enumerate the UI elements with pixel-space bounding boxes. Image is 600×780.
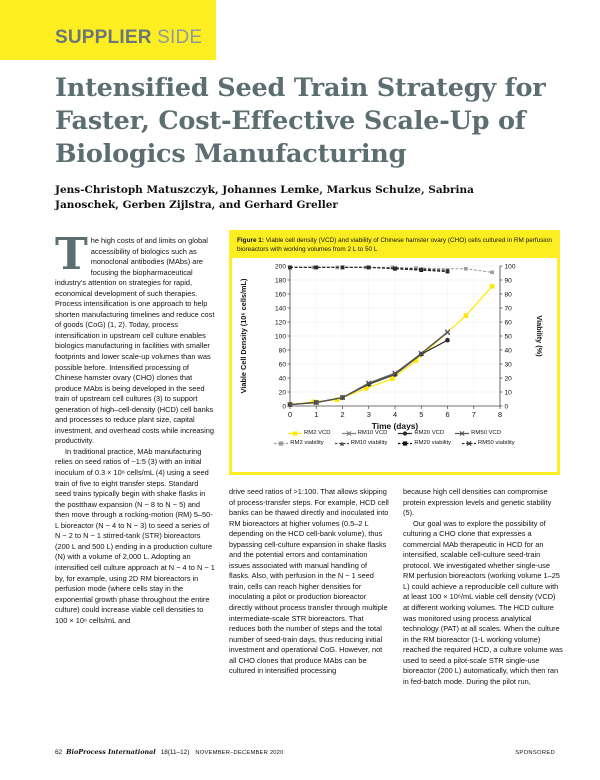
issue-date: NOVEMBER–DECEMBER 2020 (195, 750, 284, 756)
paragraph-text: In traditional practice, MAb manufacturi… (55, 446, 215, 625)
svg-text:80: 80 (279, 347, 287, 354)
legend-swatch-icon (398, 441, 413, 446)
figure-caption: Figure 1: Viable cell density (VCD) and … (232, 233, 557, 258)
svg-text:0: 0 (282, 403, 286, 410)
svg-text:10: 10 (505, 389, 513, 396)
svg-text:2: 2 (340, 410, 344, 419)
paragraph: In traditional practice, MAb manufacturi… (55, 447, 215, 626)
svg-text:80: 80 (505, 291, 513, 298)
legend-label: RM10 VCD (357, 430, 388, 436)
paragraph-text: he high costs of and limits on global ac… (55, 236, 215, 446)
svg-text:40: 40 (505, 347, 513, 354)
paragraph-text: drive seed ratios of >1:100. That allows… (229, 487, 389, 676)
svg-text:90: 90 (505, 277, 513, 284)
legend-item: RM50 viability (462, 439, 515, 448)
svg-text:6: 6 (445, 410, 449, 419)
chart-legend: RM2 VCD RM10 VCD RM20 VCD RM50 VCD RM2 viab… (232, 428, 557, 448)
svg-text:Viability (%): Viability (%) (535, 315, 544, 357)
svg-text:0: 0 (505, 403, 509, 410)
svg-text:Viable Cell Density (10⁶ cells: Viable Cell Density (10⁶ cells/mL) (239, 278, 248, 393)
legend-item: RM50 VCD (455, 429, 501, 438)
svg-text:7: 7 (472, 410, 476, 419)
legend-swatch-icon (288, 431, 303, 436)
legend-swatch-icon (455, 431, 470, 436)
legend-label: RM2 viability (290, 440, 324, 446)
svg-text:0: 0 (288, 410, 292, 419)
legend-swatch-icon (398, 431, 413, 436)
svg-text:8: 8 (498, 410, 502, 419)
legend-label: RM20 viability (414, 440, 452, 446)
chart-area: 0 20 40 60 80 100 120 140 160 180 200 0 10 20 30 40 50 60… (232, 258, 557, 451)
svg-text:60: 60 (279, 361, 287, 368)
svg-text:200: 200 (275, 263, 286, 270)
paragraph: Our goal was to explore the possibility … (403, 519, 563, 688)
figure-caption-text: Viable cell density (VCD) and viability … (237, 237, 552, 253)
svg-text:120: 120 (275, 319, 286, 326)
kicker-label: SUPPLIER SIDE (55, 27, 202, 49)
body-column-2: drive seed ratios of >1:100. That allows… (229, 487, 389, 677)
legend-item: RM10 VCD (341, 429, 388, 438)
svg-text:140: 140 (275, 305, 286, 312)
sponsored-label: SPONSORED (515, 750, 555, 756)
legend-swatch-icon (462, 441, 477, 446)
body-column-3: because high cell densities can compromi… (403, 487, 563, 687)
line-chart: 0204060801001201401601802000102030405060… (239, 263, 544, 431)
legend-label: RM20 VCD (414, 430, 445, 436)
figure-label: Figure 1: (237, 237, 264, 244)
paragraph: because high cell densities can compromi… (403, 487, 563, 519)
legend-label: RM50 VCD (471, 430, 501, 436)
svg-text:60: 60 (505, 319, 513, 326)
svg-text:20: 20 (505, 375, 513, 382)
kicker-light: SIDE (151, 27, 203, 48)
legend-item: RM2 VCD (288, 429, 331, 438)
page-title: Intensified Seed Train Strategy for Fast… (55, 73, 546, 169)
legend-swatch-icon (334, 441, 349, 446)
svg-text:100: 100 (275, 333, 286, 340)
legend-label: RM10 viability (350, 440, 388, 446)
svg-text:Time (days): Time (days) (372, 421, 419, 431)
paragraph-text: Our goal was to explore the possibility … (403, 518, 563, 686)
author-list: Jens-Christoph Matuszczyk, Johannes Lemk… (55, 184, 474, 211)
legend-label: RM50 viability (478, 440, 515, 446)
legend-label: RM2 VCD (304, 430, 331, 436)
svg-text:40: 40 (279, 375, 287, 382)
svg-text:70: 70 (505, 305, 513, 312)
svg-text:160: 160 (275, 291, 286, 298)
page-footer: 62 BioProcess International 18(11–12) NO… (55, 748, 555, 756)
legend-row-viability: RM2 viability RM10 viability RM20 viabilit… (232, 439, 557, 448)
legend-swatch-icon (341, 431, 356, 436)
drop-cap: T (55, 229, 88, 280)
paragraph: drive seed ratios of >1:100. That allows… (229, 487, 389, 677)
page-number: 62 (55, 749, 63, 756)
volume-issue: 18(11–12) (160, 749, 190, 756)
svg-text:180: 180 (275, 277, 286, 284)
svg-text:50: 50 (505, 333, 513, 340)
magazine-name: BioProcess International (66, 748, 156, 756)
kicker-bold: SUPPLIER (55, 27, 152, 48)
paragraph-text: because high cell densities can compromi… (403, 487, 552, 518)
legend-item: RM20 viability (398, 439, 451, 448)
svg-text:5: 5 (419, 410, 423, 419)
svg-text:20: 20 (279, 389, 287, 396)
svg-text:100: 100 (505, 263, 516, 270)
supplier-side-band (0, 0, 216, 60)
figure-1: Figure 1: Viable cell density (VCD) and … (229, 230, 560, 475)
svg-text:4: 4 (393, 410, 397, 419)
legend-item: RM2 viability (274, 439, 324, 448)
svg-text:1: 1 (314, 410, 318, 419)
svg-text:3: 3 (367, 410, 371, 419)
legend-swatch-icon (274, 441, 289, 446)
legend-item: RM10 viability (334, 439, 388, 448)
legend-row-vcd: RM2 VCD RM10 VCD RM20 VCD RM50 VCD (232, 429, 557, 438)
legend-item: RM20 VCD (398, 429, 444, 438)
svg-text:30: 30 (505, 361, 513, 368)
